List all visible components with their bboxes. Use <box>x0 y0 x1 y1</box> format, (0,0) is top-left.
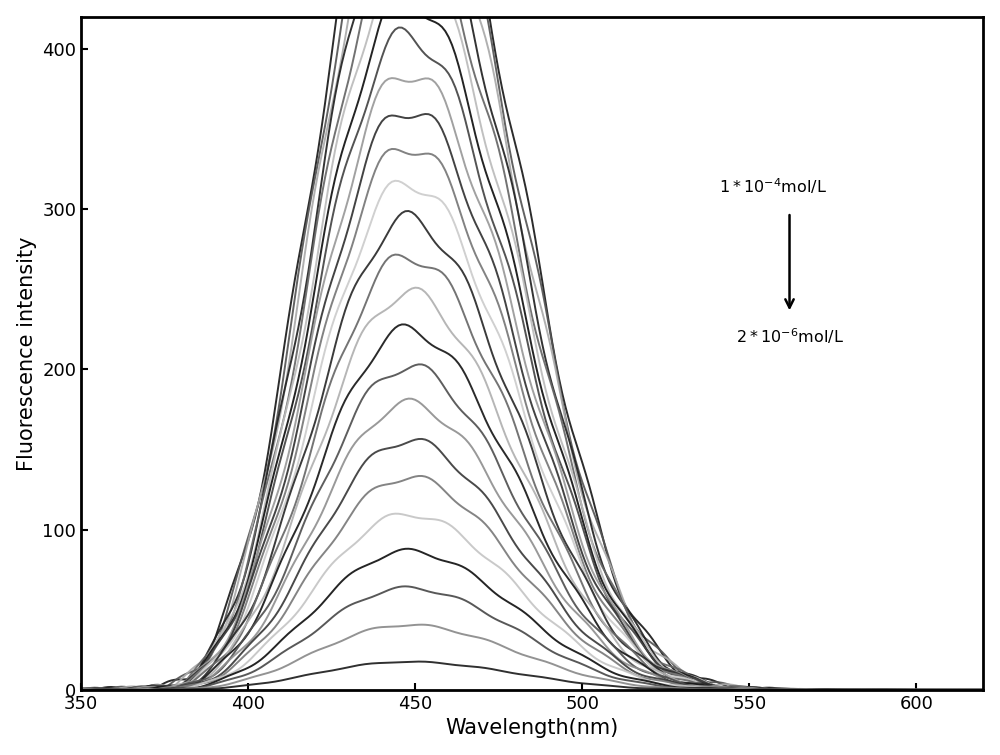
Text: $2*10^{-6}$mol/L: $2*10^{-6}$mol/L <box>736 326 843 346</box>
X-axis label: Wavelength(nm): Wavelength(nm) <box>446 718 619 738</box>
Text: $1*10^{-4}$mol/L: $1*10^{-4}$mol/L <box>719 177 827 196</box>
Y-axis label: Fluorescence intensity: Fluorescence intensity <box>17 236 37 470</box>
